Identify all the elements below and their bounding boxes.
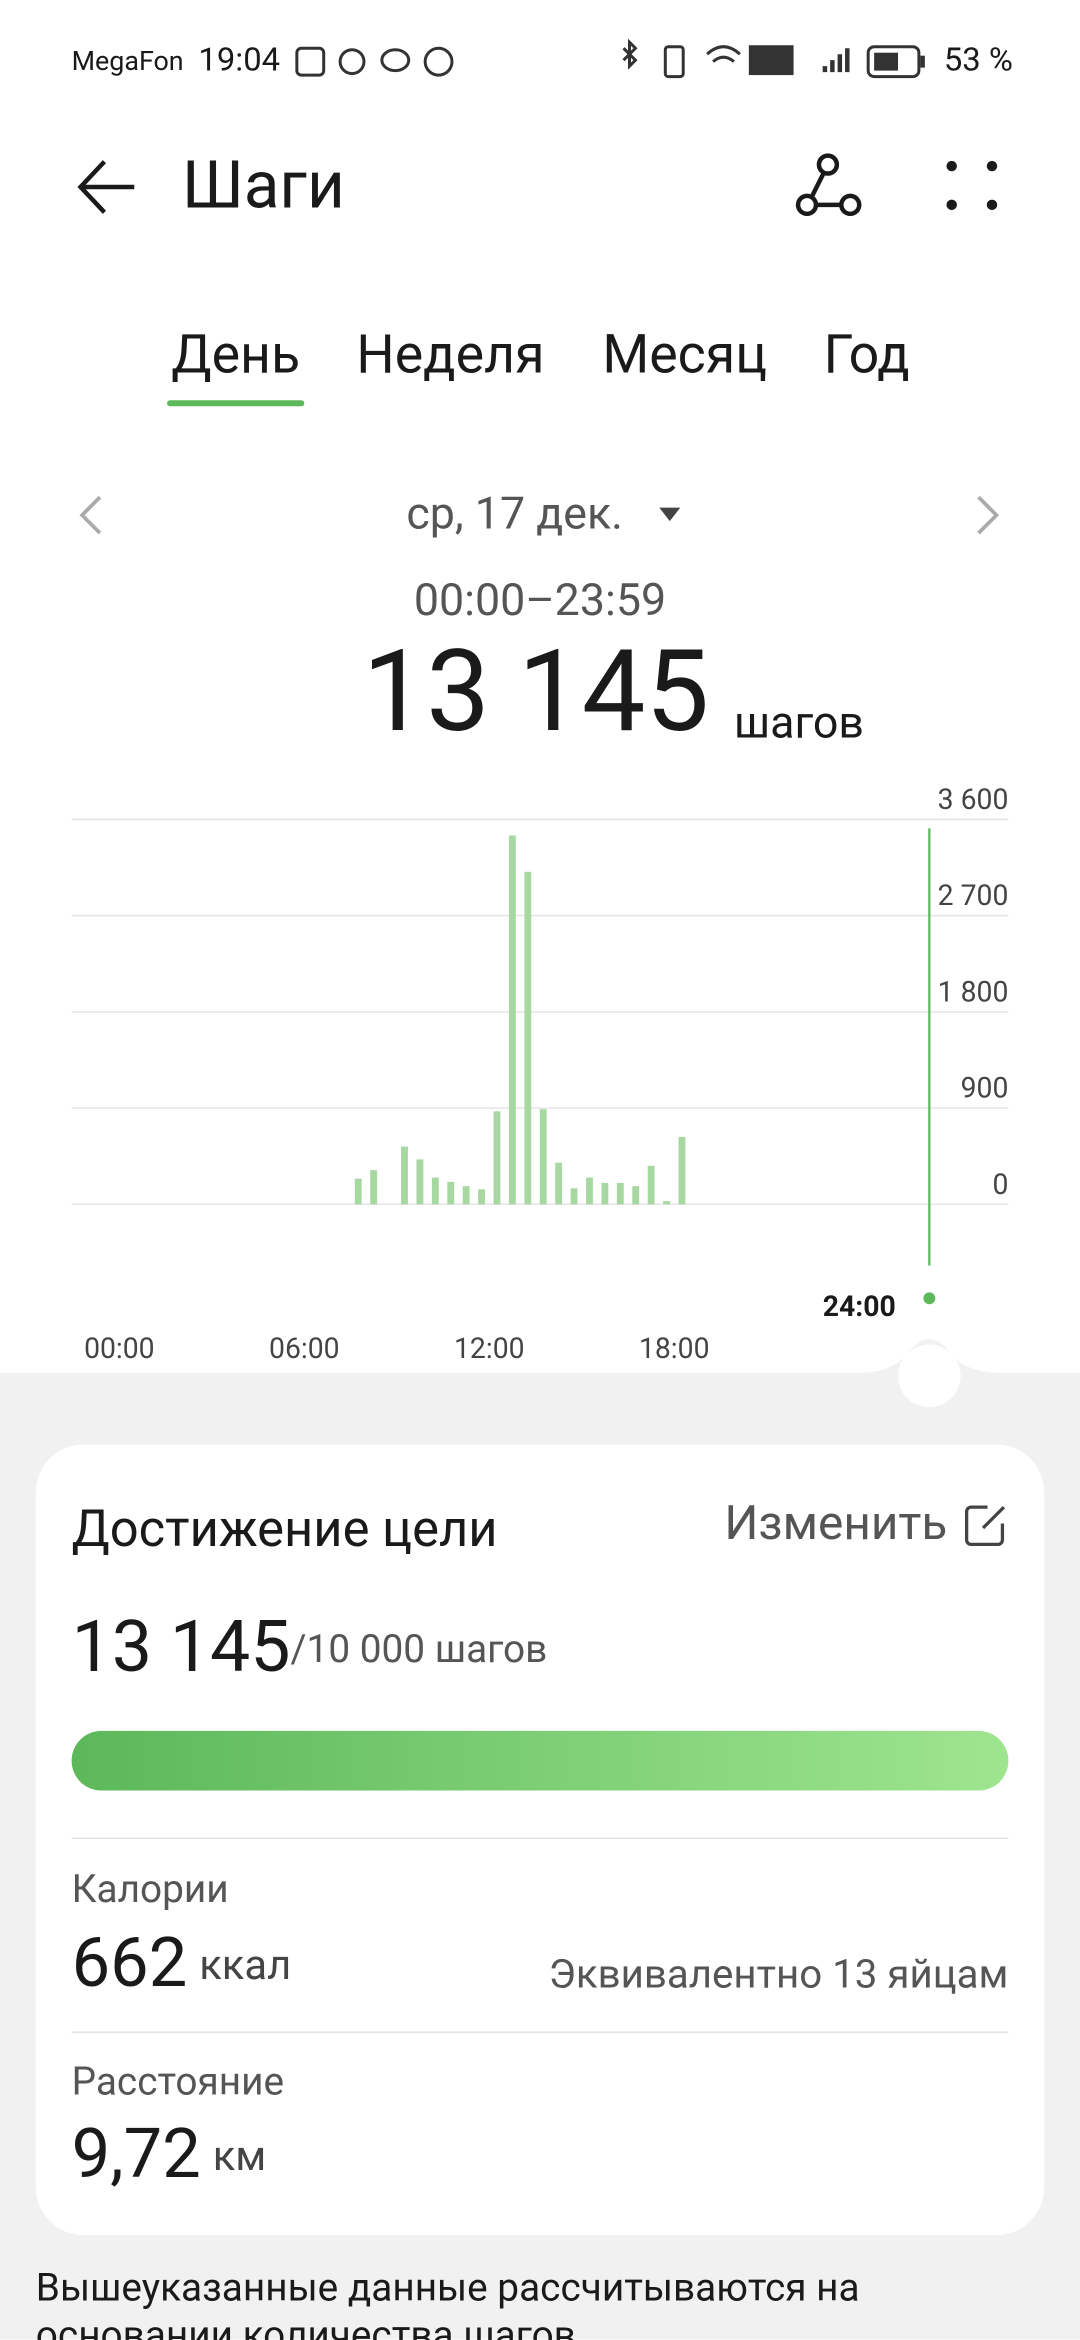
bar — [478, 1189, 486, 1205]
bar — [601, 1182, 609, 1205]
bar — [570, 1188, 578, 1205]
step-chart: 0 900 1 800 2 700 3 600 00:00 06:00 12:00 18:00 2… — [71, 783, 1009, 1365]
bar — [539, 1109, 547, 1205]
page-title: Шаги — [182, 147, 345, 224]
distance-row: 9,72 км — [72, 2113, 267, 2194]
bar — [524, 871, 532, 1205]
calories-unit: ккал — [199, 1941, 291, 1990]
footer-note: Вышеуказанные данные рассчитываются на — [36, 2266, 860, 2311]
goal-steps: 13 145 — [72, 1606, 291, 1689]
tab[interactable]: День — [171, 324, 300, 387]
goal-progress-bar — [71, 1730, 1009, 1791]
total-steps: 13 145 — [362, 625, 709, 758]
distance-unit: км — [213, 2132, 267, 2181]
footer-note: основании количества шагов. — [36, 2313, 586, 2340]
clock: 19:04 — [198, 41, 280, 79]
bar — [354, 1178, 362, 1205]
bar — [678, 1136, 686, 1205]
tab[interactable]: Год — [824, 324, 910, 387]
tab[interactable]: Неделя — [356, 324, 544, 387]
bar — [493, 1111, 501, 1205]
bar — [431, 1177, 439, 1205]
goal-progress: 13 145/10 000 шагов — [72, 1606, 548, 1689]
y-tick-label: 3 600 — [938, 783, 1009, 816]
time-slider-knob[interactable] — [898, 1344, 961, 1408]
y-tick-label: 2 700 — [938, 879, 1009, 912]
back-button[interactable] — [77, 160, 135, 214]
edit-goal[interactable]: Изменить — [724, 1495, 947, 1551]
x-tick-label: 00:00 — [84, 1332, 155, 1365]
next-day[interactable] — [977, 495, 1000, 535]
bar — [632, 1186, 640, 1205]
calories-row: 662 ккал — [72, 1922, 292, 2003]
prev-day[interactable] — [79, 495, 102, 535]
bar — [401, 1146, 408, 1205]
bar — [555, 1162, 563, 1205]
bar — [462, 1186, 470, 1205]
tab-indicator — [167, 400, 305, 407]
y-tick-label: 1 800 — [938, 975, 1009, 1008]
bar — [416, 1159, 424, 1205]
x-tick-label: 12:00 — [454, 1332, 525, 1365]
carrier: MegaFon — [72, 45, 184, 77]
calories-equivalent: Эквивалентно 13 яйцам — [549, 1951, 1009, 1998]
goal-target: /10 000 шагов — [291, 1627, 548, 1672]
bar — [447, 1181, 455, 1205]
bar — [586, 1177, 593, 1205]
bar — [370, 1170, 378, 1205]
bar — [647, 1165, 655, 1205]
bar — [663, 1201, 670, 1205]
battery-level: 53 % — [944, 41, 1013, 79]
bar — [616, 1182, 624, 1205]
tab[interactable]: Месяц — [602, 324, 767, 387]
total-unit: шагов — [734, 695, 864, 748]
date-dropdown[interactable] — [659, 507, 681, 522]
date-label[interactable]: ср, 17 дек. — [406, 486, 623, 539]
x-tick-label: 06:00 — [269, 1332, 340, 1365]
status-icons — [295, 38, 925, 79]
current-time-dot — [923, 1292, 936, 1305]
x-tick-label: 24:00 — [823, 1290, 896, 1323]
time-range: 00:00–23:59 — [414, 573, 666, 626]
calories-label: Калории — [72, 1867, 229, 1912]
more-button[interactable] — [946, 160, 998, 211]
route-button[interactable] — [795, 153, 862, 217]
edit-icon[interactable] — [964, 1505, 1006, 1547]
x-tick-label: 18:00 — [639, 1332, 710, 1365]
bar — [508, 835, 516, 1205]
distance-label: Расстояние — [72, 2060, 284, 2105]
goal-title: Достижение цели — [72, 1500, 498, 1559]
y-tick-label: 0 — [992, 1168, 1008, 1201]
calories-value: 662 — [72, 1922, 188, 2003]
goal-card — [35, 1444, 1045, 2236]
y-tick-label: 900 — [961, 1072, 1009, 1105]
distance-value: 9,72 — [72, 2113, 201, 2194]
